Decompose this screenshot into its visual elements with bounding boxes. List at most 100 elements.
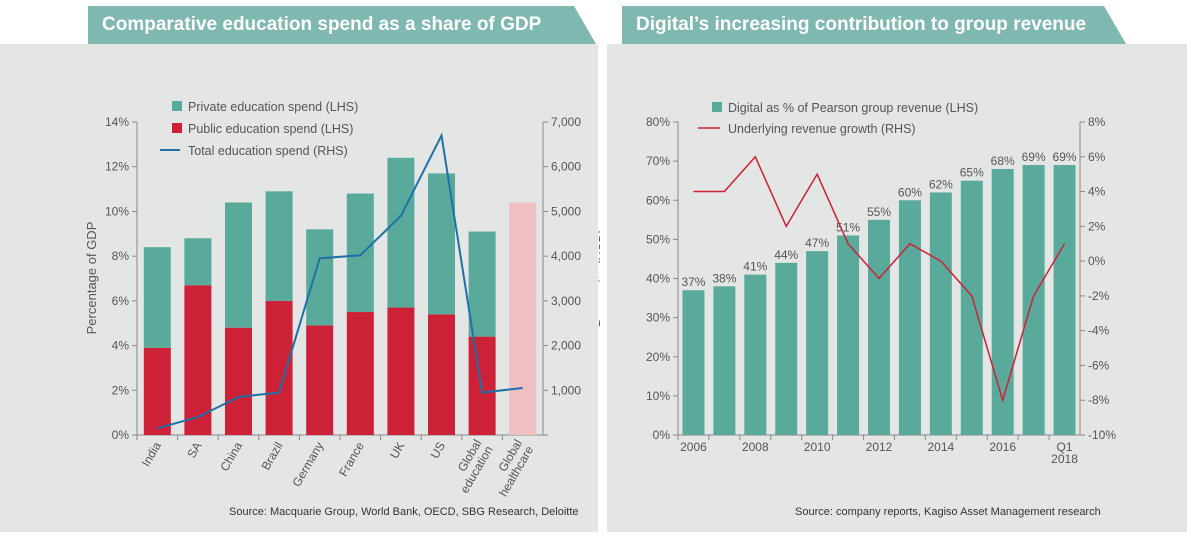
right-chart-title: Digital’s increasing contribution to gro…: [622, 6, 1126, 44]
y-tick-label: 6%: [112, 294, 130, 308]
right-source-note: Source: company reports, Kagiso Asset Ma…: [795, 506, 1101, 518]
digital-share-bar: [1022, 165, 1045, 435]
public-spend-bar: [143, 347, 171, 435]
private-spend-bar: [184, 238, 212, 286]
y-tick-label: 4%: [112, 339, 130, 353]
y2-tick-label: -6%: [1088, 358, 1110, 372]
public-spend-bar: [306, 325, 334, 435]
private-spend-bar: [387, 157, 415, 308]
y2-tick-label: -10%: [1088, 428, 1116, 442]
public-spend-bar: [387, 307, 415, 435]
digital-share-bar: [868, 219, 890, 435]
y-tick-label: 50%: [646, 232, 670, 246]
y2-tick-label: 0%: [1088, 254, 1106, 268]
y-tick-label: 20%: [646, 350, 670, 364]
x-tick-label: Q1: [1057, 440, 1073, 454]
healthcare-spend-bar: [509, 202, 537, 435]
y2-tick-label: 7,000: [551, 115, 581, 129]
private-spend-bar: [225, 202, 252, 328]
y-tick-label: 8%: [112, 249, 130, 263]
y-tick-label: 10%: [646, 389, 670, 403]
bar-data-label: 62%: [929, 177, 953, 191]
digital-share-bar: [744, 274, 767, 435]
y2-tick-label: 2%: [1088, 219, 1106, 233]
y-tick-label: 60%: [646, 193, 670, 207]
x-tick-label: Globaleducation: [446, 437, 495, 496]
revenue-growth-line: [693, 155, 1066, 403]
bar-data-label: 68%: [991, 154, 1015, 168]
y2-tick-label: -8%: [1088, 393, 1110, 407]
digital-share-bar: [898, 200, 921, 435]
y-tick-label: 14%: [105, 115, 129, 129]
public-spend-bar: [346, 312, 374, 435]
y-tick-label: 70%: [646, 154, 670, 168]
private-spend-bar: [346, 193, 374, 313]
bar-data-label: 55%: [867, 205, 891, 219]
y2-tick-label: 8%: [1088, 115, 1106, 129]
public-spend-bar: [265, 300, 293, 435]
bar-data-label: 51%: [836, 220, 860, 234]
public-spend-bar: [428, 314, 455, 435]
legend-growth-label: Underlying revenue growth (RHS): [728, 122, 916, 136]
bar-data-label: 65%: [960, 166, 984, 180]
y-tick-label: 0%: [112, 428, 130, 442]
legend-private-label: Private education spend (LHS): [188, 100, 358, 114]
legend-digital-label: Digital as % of Pearson group revenue (L…: [728, 101, 978, 115]
bar-data-label: 41%: [743, 260, 767, 274]
private-spend-bar: [468, 231, 496, 337]
digital-share-bar: [991, 168, 1014, 435]
y2-tick-label: 2,000: [551, 339, 581, 353]
digital-share-bar: [1053, 165, 1076, 435]
bar-data-label: 37%: [681, 275, 705, 289]
public-spend-bar: [225, 327, 252, 435]
bar-data-label: 38%: [712, 271, 736, 285]
y2-tick-label: -4%: [1088, 324, 1110, 338]
digital-share-bar: [960, 180, 983, 435]
bar-data-label: 47%: [805, 236, 829, 250]
education-spend-chart: 0% 2% 4% 6% 8% 10% 12% 14% 1,000 2,000 3,000 4,000 5…: [84, 100, 600, 499]
x-tick-label: 2010: [804, 440, 831, 454]
bar-data-label: 60%: [898, 185, 922, 199]
digital-share-bar: [682, 290, 705, 435]
y-axis-title: Percentage of GDP: [84, 222, 99, 335]
private-spend-bar: [306, 229, 334, 326]
y2-tick-label: 6,000: [551, 160, 581, 174]
y2-tick-label: -2%: [1088, 289, 1110, 303]
y-tick-label: 40%: [646, 272, 670, 286]
x-tick-label-line: SA: [184, 440, 204, 461]
total-spend-line: [157, 132, 523, 430]
legend-digital-swatch: [712, 102, 722, 112]
legend-private-swatch: [172, 101, 182, 111]
x-tick-label: 2006: [680, 440, 707, 454]
digital-share-bar: [775, 262, 798, 435]
y-tick-label: 30%: [646, 311, 670, 325]
y2-tick-label: 4%: [1088, 185, 1106, 199]
digital-share-bar: [837, 235, 860, 435]
y2-tick-label: 3,000: [551, 294, 581, 308]
public-spend-bar: [468, 336, 496, 435]
y-tick-label: 80%: [646, 115, 670, 129]
legend-public-swatch: [172, 123, 182, 133]
digital-share-bar: [713, 286, 736, 435]
left-chart-panel: [0, 44, 598, 532]
bar-data-label: 69%: [1022, 150, 1046, 164]
x-tick-label: 2008: [742, 440, 769, 454]
left-source-note: Source: Macquarie Group, World Bank, OEC…: [229, 506, 579, 518]
bar-data-label: 69%: [1053, 150, 1077, 164]
legend-total-label: Total education spend (RHS): [188, 144, 348, 158]
digital-share-bar: [806, 251, 829, 435]
y2-tick-label: 1,000: [551, 383, 581, 397]
private-spend-bar: [265, 191, 293, 301]
digital-share-bar: [929, 192, 952, 435]
y2-tick-label: 5,000: [551, 204, 581, 218]
x-tick-label: SA: [184, 440, 204, 461]
left-chart-title: Comparative education spend as a share o…: [88, 6, 596, 44]
y-tick-label: 12%: [105, 160, 129, 174]
x-tick-label: 2014: [927, 440, 954, 454]
y2-axis-title: Per capita (USD): [596, 229, 600, 327]
legend-public-label: Public education spend (LHS): [188, 122, 353, 136]
x-tick-label: 2012: [866, 440, 893, 454]
public-spend-bar: [184, 285, 212, 435]
x-tick-label: 2018: [1051, 452, 1078, 466]
